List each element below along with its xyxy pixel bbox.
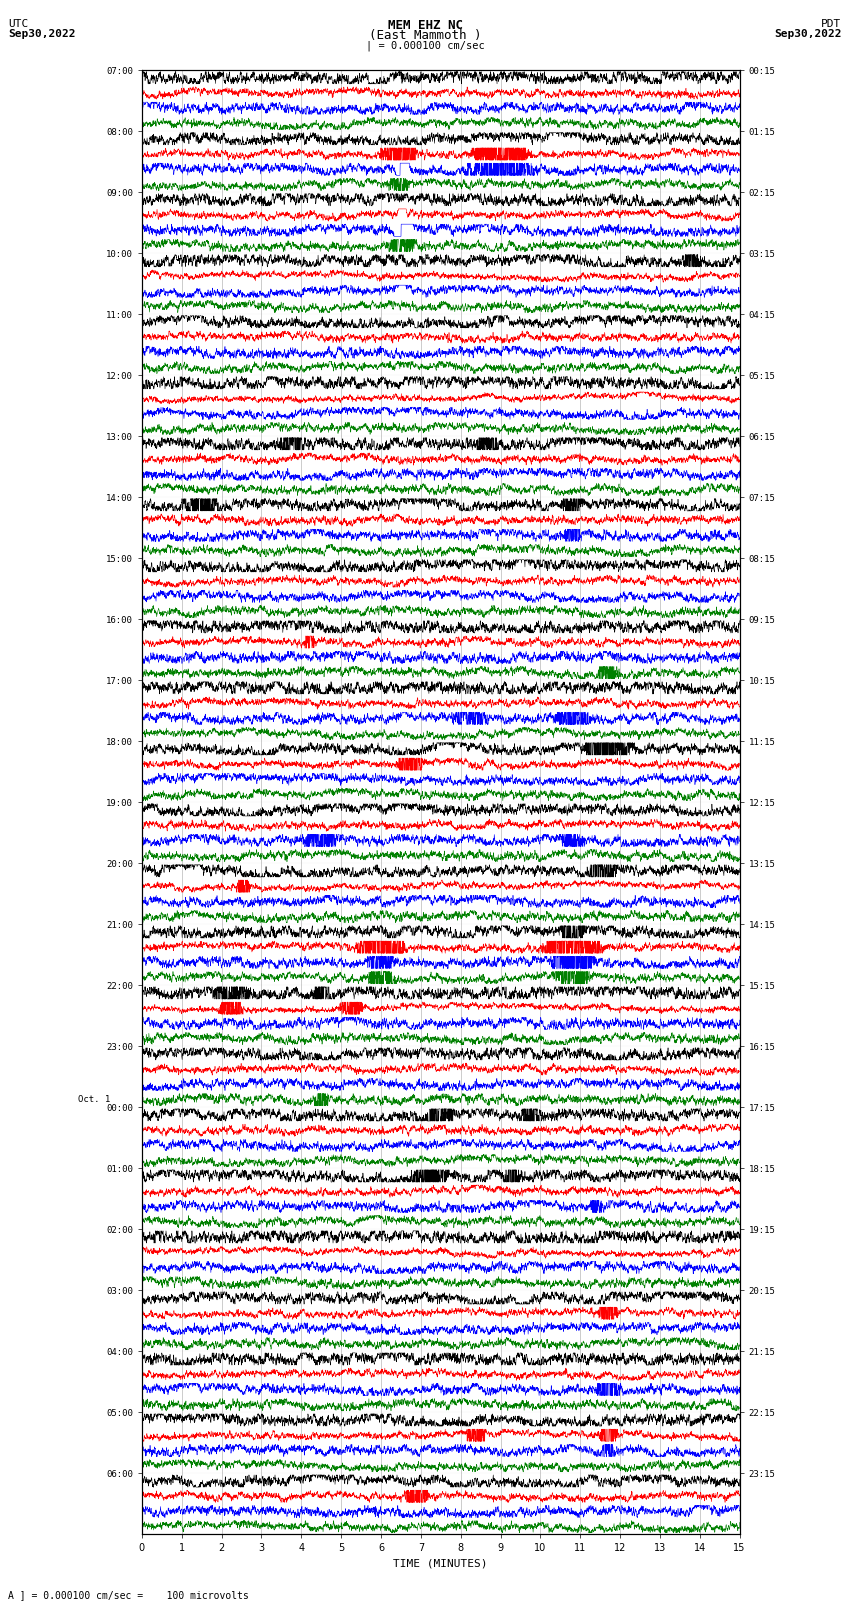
- Text: | = 0.000100 cm/sec: | = 0.000100 cm/sec: [366, 40, 484, 52]
- Text: PDT: PDT: [821, 19, 842, 29]
- Text: UTC: UTC: [8, 19, 29, 29]
- Text: Sep30,2022: Sep30,2022: [8, 29, 76, 39]
- Text: (East Mammoth ): (East Mammoth ): [369, 29, 481, 42]
- X-axis label: TIME (MINUTES): TIME (MINUTES): [394, 1560, 488, 1569]
- Text: Oct. 1: Oct. 1: [77, 1095, 110, 1105]
- Text: MEM EHZ NC: MEM EHZ NC: [388, 19, 462, 32]
- Text: A ] = 0.000100 cm/sec =    100 microvolts: A ] = 0.000100 cm/sec = 100 microvolts: [8, 1590, 249, 1600]
- Text: Sep30,2022: Sep30,2022: [774, 29, 842, 39]
